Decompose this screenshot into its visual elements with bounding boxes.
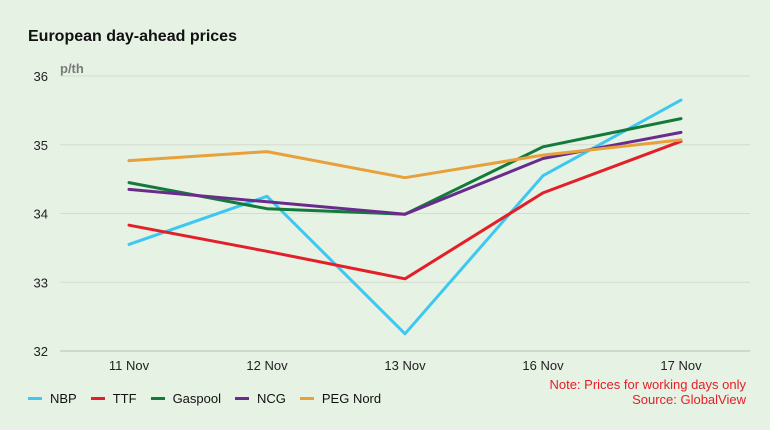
legend-swatch [150, 397, 165, 400]
x-tick-label: 17 Nov [660, 358, 702, 373]
x-tick-labels: 11 Nov 12 Nov 13 Nov 16 Nov 17 Nov [109, 358, 702, 373]
y-tick-labels: 32 33 34 35 36 [34, 69, 48, 359]
chart-title: European day-ahead prices [28, 28, 237, 45]
legend-item: PEG Nord [299, 391, 382, 406]
x-tick-label: 11 Nov [109, 358, 150, 373]
x-tick-label: 12 Nov [246, 358, 288, 373]
legend-label: NCG [256, 391, 286, 406]
y-tick-label: 33 [34, 275, 48, 290]
legend-label: PEG Nord [321, 391, 382, 406]
legend-swatch [299, 397, 314, 400]
legend-item: TTF [90, 391, 137, 406]
legend-label: TTF [112, 391, 137, 406]
note-line: Note: Prices for working days only [549, 377, 746, 392]
legend-swatch [234, 397, 249, 400]
y-tick-label: 36 [34, 69, 48, 84]
legend-swatch [90, 397, 105, 400]
source-note: Note: Prices for working days only Sourc… [549, 377, 746, 407]
x-tick-label: 16 Nov [522, 358, 564, 373]
series-lines [127, 98, 683, 336]
y-tick-label: 35 [34, 138, 48, 153]
y-tick-label: 34 [34, 207, 48, 222]
series-line-gaspool [127, 117, 683, 216]
source-line: Source: GlobalView [632, 392, 746, 407]
legend-label: NBP [50, 391, 77, 406]
series-line-peg-nord [127, 138, 683, 180]
legend-label: Gaspool [172, 391, 221, 406]
legend: NBP TTF Gaspool NCG PEG Nord [28, 391, 395, 406]
series-line-ttf [127, 139, 683, 281]
y-axis-unit-label: p/th [60, 61, 84, 76]
legend-item: NCG [234, 391, 286, 406]
y-tick-label: 32 [34, 344, 48, 359]
legend-item: NBP [28, 391, 77, 406]
legend-swatch [28, 397, 42, 400]
legend-item: Gaspool [150, 391, 221, 406]
x-tick-label: 13 Nov [384, 358, 426, 373]
